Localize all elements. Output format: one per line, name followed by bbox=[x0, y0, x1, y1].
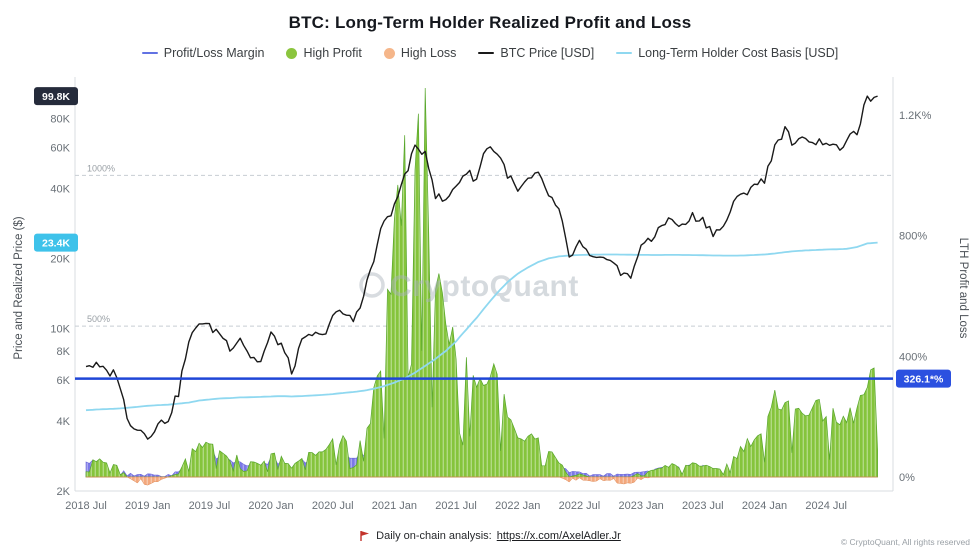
legend-swatch-icon bbox=[286, 47, 298, 59]
gridline-label: 1000% bbox=[87, 163, 115, 173]
margin-current-badge-label: 326.1*% bbox=[904, 374, 944, 386]
gridline-label: 500% bbox=[87, 314, 110, 324]
analysis-link[interactable]: https://x.com/AxelAdler.Jr bbox=[496, 530, 621, 542]
y-right-tick-label: 1.2K% bbox=[899, 110, 932, 122]
high-profit-area bbox=[85, 87, 878, 478]
legend-label: High Profit bbox=[303, 46, 362, 60]
y-right-tick-label: 0% bbox=[899, 472, 915, 484]
legend-swatch-icon bbox=[141, 51, 158, 55]
x-tick-label: 2019 Jul bbox=[189, 500, 231, 512]
footer-note: Daily on-chain analysis: https://x.com/A… bbox=[0, 530, 980, 542]
x-tick-label: 2021 Jul bbox=[435, 500, 477, 512]
left-axis-title: Price and Realized Price ($) bbox=[13, 216, 25, 359]
legend-item-1[interactable]: High Profit bbox=[286, 46, 362, 60]
y-left-tick-label: 4K bbox=[57, 416, 71, 428]
chart-title: BTC: Long-Term Holder Realized Profit an… bbox=[288, 13, 692, 32]
price-last-badge-label: 99.8K bbox=[42, 91, 70, 103]
legend-label: Profit/Loss Margin bbox=[163, 46, 265, 60]
margin-current-badge bbox=[896, 369, 951, 388]
watermark: CryptoQuant bbox=[390, 270, 579, 303]
y-left-tick-label: 80K bbox=[50, 113, 70, 125]
y-left-tick-label: 8K bbox=[57, 346, 71, 358]
x-tick-label: 2020 Jan bbox=[248, 500, 293, 512]
y-left-tick-label: 40K bbox=[50, 183, 70, 195]
y-right-tick-label: 400% bbox=[899, 351, 927, 363]
y-left-tick-label: 60K bbox=[50, 142, 70, 154]
legend-label: High Loss bbox=[400, 46, 457, 60]
price-last-badge bbox=[34, 87, 78, 106]
legend-label: BTC Price [USD] bbox=[500, 46, 595, 60]
copyright-text: © CryptoQuant, All rights reserved bbox=[840, 537, 970, 547]
y-left-tick-label: 6K bbox=[57, 375, 71, 387]
legend-swatch-icon bbox=[383, 47, 395, 59]
watermark-logo-icon bbox=[359, 272, 385, 298]
high-loss-area bbox=[86, 476, 878, 486]
right-axis-title: LTH Profit and Loss bbox=[957, 238, 969, 339]
x-tick-label: 2024 Jul bbox=[805, 500, 847, 512]
legend-item-0[interactable]: Profit/Loss Margin bbox=[141, 46, 265, 60]
legend-swatch-icon bbox=[478, 51, 495, 55]
legend-item-2[interactable]: High Loss bbox=[383, 46, 457, 60]
btc-price-line bbox=[85, 95, 878, 440]
x-tick-label: 2023 Jan bbox=[618, 500, 663, 512]
chart-legend: Profit/Loss Margin High Profit High Loss BT… bbox=[0, 46, 980, 60]
x-tick-label: 2018 Jul bbox=[65, 500, 107, 512]
y-left-tick-label: 10K bbox=[50, 323, 70, 335]
x-tick-label: 2022 Jan bbox=[495, 500, 540, 512]
legend-item-3[interactable]: BTC Price [USD] bbox=[478, 46, 594, 60]
x-tick-label: 2019 Jan bbox=[125, 500, 170, 512]
legend-item-4[interactable]: Long-Term Holder Cost Basis [USD] bbox=[616, 46, 838, 60]
footer-note-prefix: Daily on-chain analysis: bbox=[376, 530, 492, 542]
x-tick-label: 2024 Jan bbox=[742, 500, 787, 512]
x-tick-label: 2020 Jul bbox=[312, 500, 354, 512]
cost-basis-last-badge bbox=[34, 233, 78, 252]
cost-basis-line bbox=[85, 241, 878, 412]
x-tick-label: 2023 Jul bbox=[682, 500, 724, 512]
y-left-tick-label: 20K bbox=[50, 253, 70, 265]
legend-label: Long-Term Holder Cost Basis [USD] bbox=[638, 46, 839, 60]
flag-icon bbox=[360, 531, 370, 541]
y-right-tick-label: 800% bbox=[899, 231, 927, 243]
legend-swatch-icon bbox=[616, 51, 633, 55]
x-tick-label: 2022 Jul bbox=[559, 500, 601, 512]
x-tick-label: 2021 Jan bbox=[372, 500, 417, 512]
y-left-tick-label: 2K bbox=[57, 486, 71, 498]
cost-basis-last-badge-label: 23.4K bbox=[42, 238, 70, 250]
